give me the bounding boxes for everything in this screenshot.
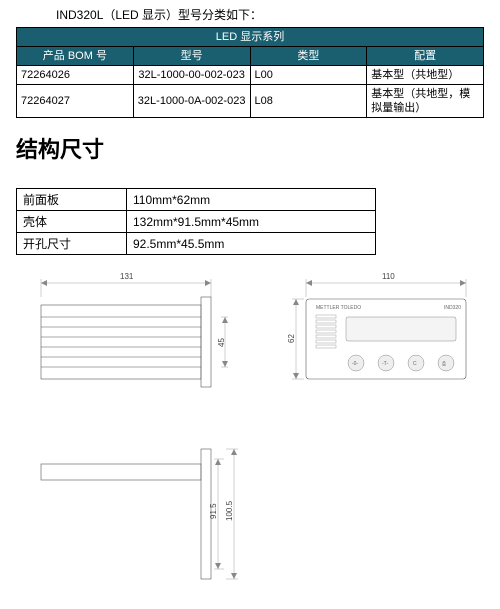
- bom-cell: 72264026: [17, 66, 134, 85]
- dim-val: 110mm*62mm: [127, 189, 376, 211]
- dim-label-110: 110: [382, 272, 395, 281]
- dim-label-91-5: 91.5: [209, 503, 218, 519]
- zero-icon: -0-: [352, 361, 358, 367]
- lcd-window: [346, 317, 456, 341]
- table-row: 72264026 32L-1000-00-002-023 L00 基本型（共地型…: [17, 66, 484, 85]
- dimension-table: 前面板 110mm*62mm 壳体 132mm*91.5mm*45mm 开孔尺寸…: [16, 188, 376, 255]
- dim-label-131: 131: [120, 272, 134, 281]
- table-row: 壳体 132mm*91.5mm*45mm: [17, 211, 376, 233]
- dim-val: 132mm*91.5mm*45mm: [127, 211, 376, 233]
- bom-th-conf: 配置: [367, 47, 484, 66]
- bom-th-type: 类型: [250, 47, 367, 66]
- drawing-side-view: 131 45: [16, 269, 246, 399]
- dim-label-62: 62: [287, 334, 296, 343]
- status-leds: [316, 315, 336, 348]
- dim-key: 开孔尺寸: [17, 233, 127, 255]
- table-row: 开孔尺寸 92.5mm*45.5mm: [17, 233, 376, 255]
- bom-cell: L08: [250, 85, 367, 118]
- bom-cell: 基本型（共地型，模拟量输出）: [367, 85, 484, 118]
- print-icon: ⎙: [442, 361, 446, 367]
- drawing-top-view: 91.5 100.5: [16, 439, 246, 599]
- section-title: 结构尺寸: [16, 132, 484, 164]
- table-row: 前面板 110mm*62mm: [17, 189, 376, 211]
- bom-cell: 72264027: [17, 85, 134, 118]
- model-text: IND320: [444, 305, 461, 311]
- bom-cell: 32L-1000-0A-002-023: [133, 85, 250, 118]
- dim-key: 前面板: [17, 189, 127, 211]
- bom-cell: 基本型（共地型）: [367, 66, 484, 85]
- bom-th-bom: 产品 BOM 号: [17, 47, 134, 66]
- intro-text: IND320L（LED 显示）型号分类如下：: [56, 6, 484, 23]
- brand-text: METTLER TOLEDO: [316, 305, 361, 311]
- bom-banner: LED 显示系列: [17, 28, 484, 47]
- drawings-area: 131 45 110 62 METTL: [16, 269, 484, 609]
- dim-label-100-5: 100.5: [225, 500, 234, 521]
- bom-cell: 32L-1000-00-002-023: [133, 66, 250, 85]
- dim-label-45: 45: [217, 338, 226, 347]
- bom-table: LED 显示系列 产品 BOM 号 型号 类型 配置 72264026 32L-…: [16, 27, 484, 118]
- bom-th-model: 型号: [133, 47, 250, 66]
- drawing-front-panel: 110 62 METTLER TOLEDO IND320: [286, 269, 486, 399]
- clear-icon: C: [413, 361, 417, 367]
- bom-cell: L00: [250, 66, 367, 85]
- tare-icon: -T-: [382, 361, 388, 367]
- dim-key: 壳体: [17, 211, 127, 233]
- button-row: -0- -T- C ⎙: [348, 355, 454, 371]
- table-row: 72264027 32L-1000-0A-002-023 L08 基本型（共地型…: [17, 85, 484, 118]
- dim-val: 92.5mm*45.5mm: [127, 233, 376, 255]
